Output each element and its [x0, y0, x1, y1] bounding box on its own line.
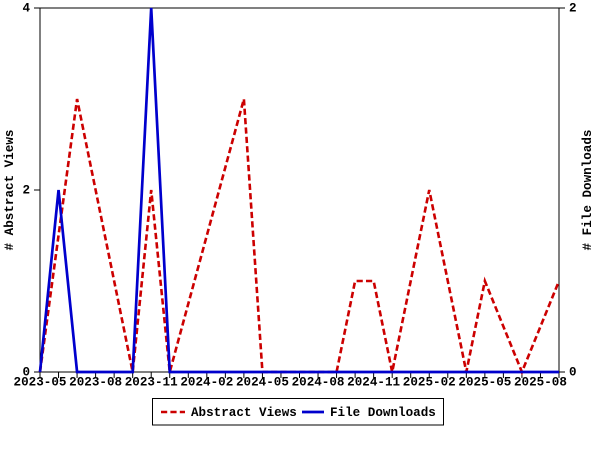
svg-text:# File Downloads: # File Downloads	[581, 130, 595, 251]
svg-text:2024-02: 2024-02	[180, 376, 233, 390]
svg-text:2023-08: 2023-08	[69, 376, 122, 390]
svg-text:File Downloads: File Downloads	[330, 406, 436, 420]
svg-text:2: 2	[569, 2, 577, 16]
svg-text:4: 4	[22, 2, 30, 16]
svg-text:2025-02: 2025-02	[403, 376, 456, 390]
svg-text:2024-11: 2024-11	[347, 376, 400, 390]
svg-text:Abstract Views: Abstract Views	[191, 406, 297, 420]
svg-text:0: 0	[22, 366, 30, 380]
svg-text:2024-08: 2024-08	[292, 376, 345, 390]
svg-text:2025-05: 2025-05	[458, 376, 511, 390]
svg-text:# Abstract Views: # Abstract Views	[3, 130, 17, 251]
svg-text:0: 0	[569, 366, 577, 380]
svg-text:2023-11: 2023-11	[125, 376, 178, 390]
svg-text:2: 2	[22, 184, 30, 198]
svg-text:2025-08: 2025-08	[514, 376, 567, 390]
svg-text:2024-05: 2024-05	[236, 376, 289, 390]
